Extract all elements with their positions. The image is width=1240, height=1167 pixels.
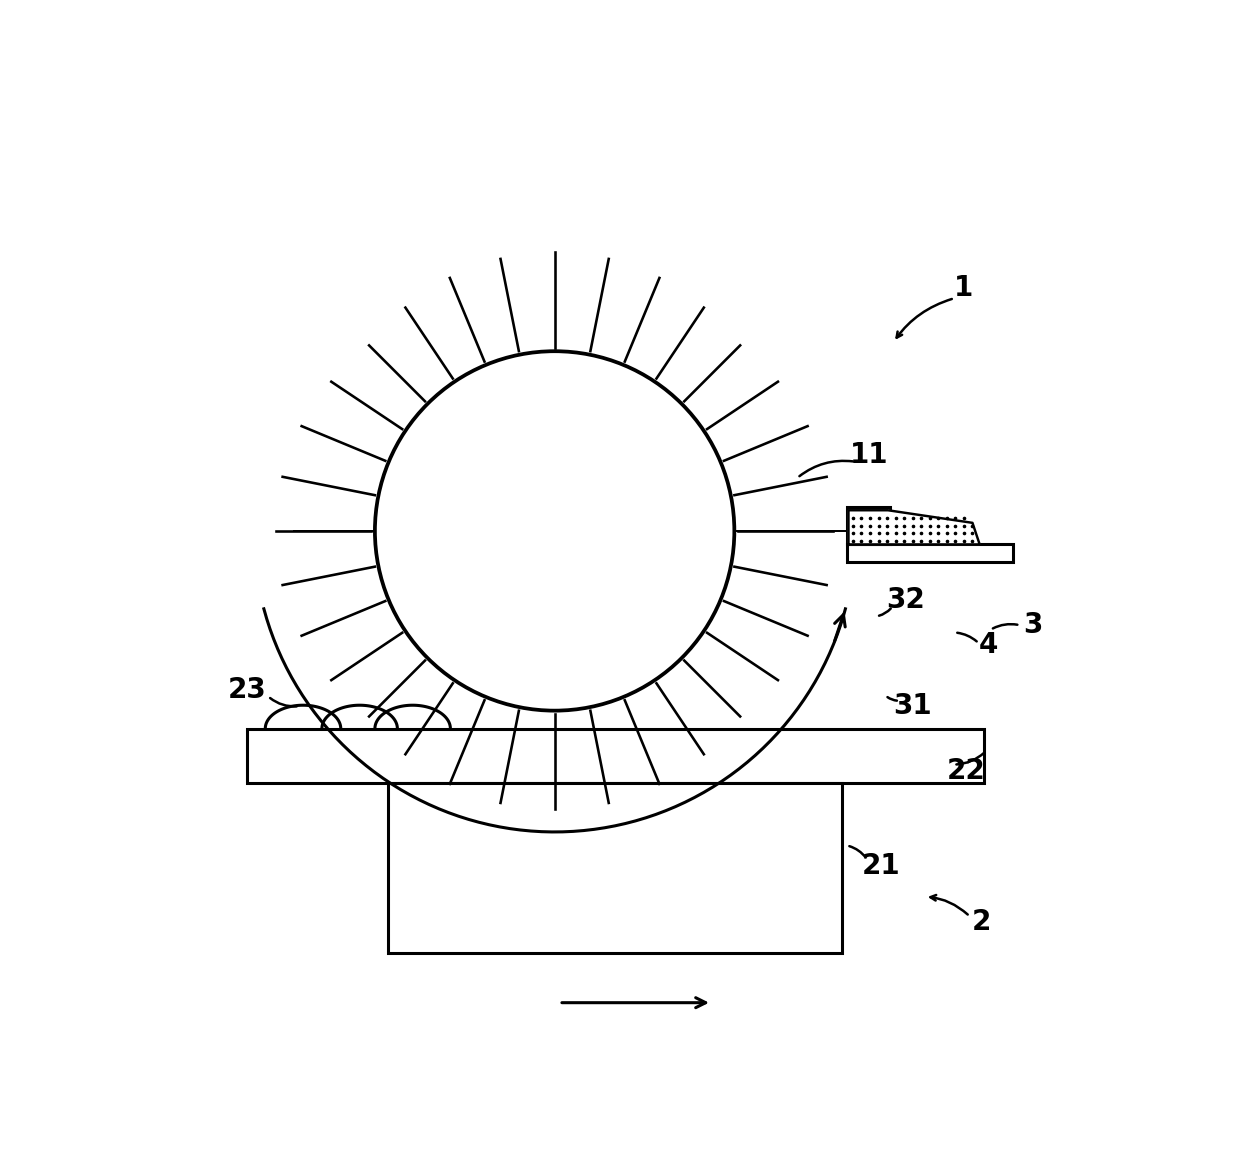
Text: 1: 1 xyxy=(954,274,973,302)
Text: 21: 21 xyxy=(862,852,900,880)
Bar xyxy=(388,783,842,953)
Circle shape xyxy=(374,351,734,711)
Text: 11: 11 xyxy=(849,441,888,468)
Text: 32: 32 xyxy=(885,586,925,614)
Text: 2: 2 xyxy=(972,908,991,936)
Text: 22: 22 xyxy=(947,757,986,785)
Text: 31: 31 xyxy=(893,692,931,720)
Bar xyxy=(847,544,1013,562)
Text: 4: 4 xyxy=(978,631,998,659)
Bar xyxy=(847,506,890,544)
Text: 23: 23 xyxy=(228,676,267,704)
Text: 3: 3 xyxy=(1023,612,1043,640)
Polygon shape xyxy=(848,510,980,544)
Bar xyxy=(247,728,985,783)
